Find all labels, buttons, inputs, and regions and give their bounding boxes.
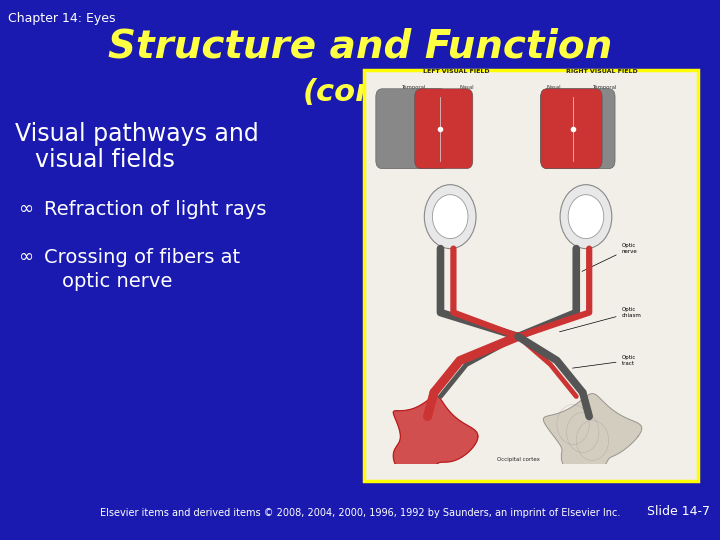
Circle shape: [568, 195, 604, 239]
Text: ∞: ∞: [18, 200, 33, 218]
FancyBboxPatch shape: [541, 89, 602, 168]
FancyBboxPatch shape: [376, 89, 447, 168]
Text: Optic
chiasm: Optic chiasm: [559, 307, 642, 332]
Text: Elsevier items and derived items © 2008, 2004, 2000, 1996, 1992 by Saunders, an : Elsevier items and derived items © 2008,…: [100, 508, 620, 518]
Text: Occipital cortex: Occipital cortex: [497, 457, 539, 462]
Text: Nasal: Nasal: [459, 85, 474, 90]
Text: Visual pathways and: Visual pathways and: [15, 122, 258, 146]
Text: (cont.): (cont.): [302, 78, 418, 107]
Text: Temporal: Temporal: [402, 85, 427, 90]
Text: visual fields: visual fields: [35, 148, 175, 172]
Text: RIGHT VISUAL FIELD: RIGHT VISUAL FIELD: [566, 69, 638, 74]
Text: Nasal: Nasal: [546, 85, 561, 90]
Text: Temporal: Temporal: [593, 85, 618, 90]
Text: Chapter 14: Eyes: Chapter 14: Eyes: [8, 12, 115, 25]
Text: ∞: ∞: [18, 248, 33, 266]
Circle shape: [433, 195, 468, 239]
Bar: [364, 70, 698, 481]
FancyBboxPatch shape: [415, 89, 473, 168]
Text: Refraction of light rays: Refraction of light rays: [44, 200, 266, 219]
Text: Crossing of fibers at: Crossing of fibers at: [44, 248, 240, 267]
Text: Slide 14-7: Slide 14-7: [647, 505, 710, 518]
Polygon shape: [393, 396, 478, 477]
Text: LEFT VISUAL FIELD: LEFT VISUAL FIELD: [423, 69, 490, 74]
Text: Optic
nerve: Optic nerve: [582, 243, 637, 272]
Text: Structure and Function: Structure and Function: [108, 28, 612, 66]
Text: optic nerve: optic nerve: [62, 272, 172, 291]
Circle shape: [560, 185, 612, 248]
FancyBboxPatch shape: [541, 89, 615, 168]
Circle shape: [424, 185, 476, 248]
Polygon shape: [544, 394, 642, 479]
Text: Optic
tract: Optic tract: [572, 355, 636, 368]
